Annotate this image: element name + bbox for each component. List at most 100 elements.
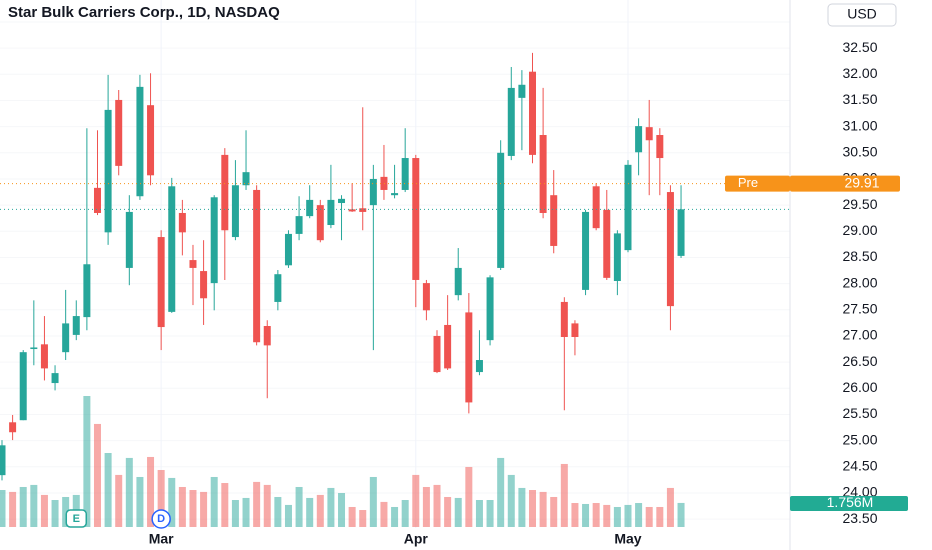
volume-bar — [348, 506, 356, 527]
volume-bar — [359, 510, 367, 527]
candle-body — [274, 274, 282, 302]
currency-button[interactable] — [827, 3, 897, 27]
volume-bar — [19, 486, 27, 527]
volume-bar — [242, 497, 250, 527]
candle-body — [284, 233, 292, 266]
volume-bar — [560, 463, 568, 527]
volume-bar — [454, 497, 462, 527]
volume-bar — [83, 396, 91, 527]
volume-bar — [253, 481, 261, 527]
volume-bar — [507, 474, 515, 527]
candle-body — [444, 324, 452, 369]
candle-body — [507, 87, 515, 156]
candle-body — [104, 109, 112, 233]
candle-body — [380, 176, 388, 190]
candle-body — [231, 185, 239, 238]
volume-bar — [189, 490, 197, 527]
candle-body — [72, 316, 80, 335]
volume-bar — [497, 457, 505, 527]
candle-body — [242, 172, 250, 186]
volume-bar — [645, 506, 653, 527]
volume-bar — [391, 506, 399, 527]
y-tick-label: 24.00 — [842, 484, 877, 500]
volume-tag-label: 1.756M — [827, 494, 874, 510]
volume-bar — [582, 503, 590, 527]
candle-body — [295, 216, 303, 234]
candle-body — [136, 86, 144, 197]
volume-bar — [412, 474, 420, 527]
candle-body — [656, 135, 664, 159]
y-tick-label: 26.00 — [842, 379, 877, 395]
candle-body — [592, 186, 600, 229]
candle-body — [19, 352, 27, 421]
candle-body — [454, 267, 462, 296]
y-tick-label: 30.50 — [842, 144, 877, 160]
candle-body — [359, 208, 367, 212]
volume-bar — [274, 496, 282, 527]
candle-body — [40, 344, 48, 369]
candle-body — [486, 277, 494, 341]
y-tick-label: 29.50 — [842, 196, 877, 212]
volume-bar — [444, 496, 452, 527]
candle-body — [401, 158, 409, 190]
candle-body — [560, 301, 568, 337]
candle-body — [189, 260, 197, 268]
candle-body — [306, 199, 314, 217]
premarket-tag — [725, 175, 790, 192]
chart-title: Star Bulk Carriers Corp., 1D, NASDAQ — [8, 4, 280, 21]
earnings-marker[interactable] — [65, 509, 88, 528]
candle-body — [178, 212, 186, 233]
candle-body — [666, 192, 674, 307]
y-tick-label: 27.00 — [842, 327, 877, 343]
candle-body — [603, 209, 611, 278]
y-tick-label: 27.50 — [842, 300, 877, 316]
volume-bar — [571, 503, 579, 527]
x-tick-label: Mar — [149, 531, 174, 547]
volume-bar — [656, 506, 664, 527]
volume-bar — [401, 500, 409, 527]
volume-tag — [790, 495, 908, 511]
volume-bar — [465, 466, 473, 527]
y-tick-label: 26.50 — [842, 353, 877, 369]
volume-bar — [136, 476, 144, 527]
candle-body — [338, 198, 346, 204]
dividend-marker[interactable] — [151, 509, 171, 529]
y-tick-label: 31.50 — [842, 91, 877, 107]
candle-body — [210, 197, 218, 284]
candle-body — [125, 211, 133, 268]
currency-label[interactable]: USD — [847, 6, 877, 22]
y-tick-label: 23.50 — [842, 510, 877, 526]
volume-bar — [0, 490, 6, 527]
candle-body — [571, 323, 579, 337]
x-tick-label: May — [614, 531, 641, 547]
candle-body — [613, 233, 621, 282]
y-tick-label: 25.50 — [842, 405, 877, 421]
candle-body — [582, 211, 590, 290]
candle-body — [433, 335, 441, 373]
volume-bar — [115, 474, 123, 527]
candle-body — [93, 187, 101, 213]
volume-bar — [231, 500, 239, 527]
volume-bar — [550, 496, 558, 527]
volume-bar — [104, 453, 112, 527]
volume-bar — [433, 484, 441, 527]
price-axis: 23.50 24.00 24.50 25.00 25.50 26.00 26.50 27.00… — [842, 13, 877, 526]
volume-bar — [200, 491, 208, 527]
event-label[interactable]: E — [73, 513, 80, 525]
y-tick-label: 29.00 — [842, 222, 877, 238]
volume-bar — [125, 457, 133, 527]
volume-bar — [613, 506, 621, 527]
candle-body — [115, 99, 123, 166]
candle-body — [465, 312, 473, 403]
candle-body — [624, 164, 632, 251]
y-tick-label: 24.50 — [842, 457, 877, 473]
event-label[interactable]: D — [157, 513, 165, 525]
volume-bar — [380, 501, 388, 527]
volume-bar — [157, 469, 165, 527]
candle-body — [147, 105, 155, 176]
volume-bar — [518, 487, 526, 527]
candle-body — [168, 186, 176, 312]
volume-bar — [40, 494, 48, 527]
